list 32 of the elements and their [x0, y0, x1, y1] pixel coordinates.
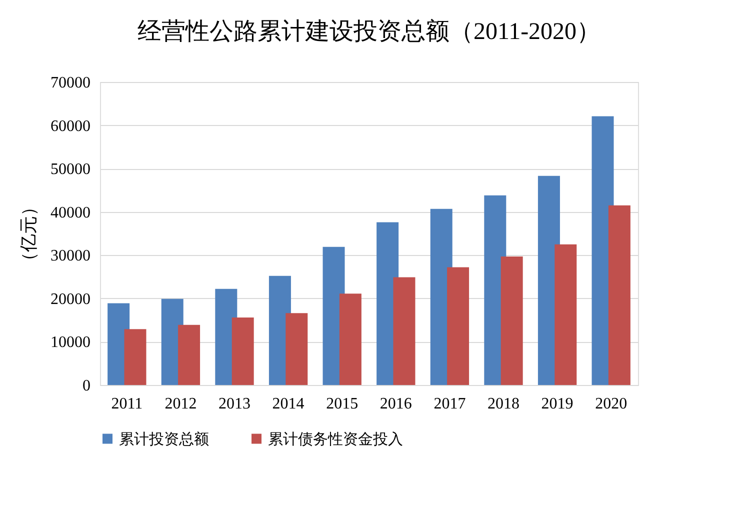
x-tick-label: 2019: [541, 396, 574, 412]
y-tick-label: 0: [82, 378, 90, 394]
bar: [393, 277, 416, 385]
bar: [500, 256, 523, 385]
x-tick-label: 2016: [380, 396, 412, 412]
x-tick-label: 2011: [111, 396, 143, 412]
bar: [608, 205, 630, 385]
bar: [178, 324, 200, 385]
x-tick-label: 2018: [488, 396, 520, 412]
y-tick-label: 40000: [50, 204, 90, 222]
bar: [554, 244, 577, 385]
x-tick-label: 2020: [595, 396, 628, 412]
y-tick-label: 70000: [50, 74, 90, 92]
legend-label: 累计债务性资金投入: [268, 430, 403, 448]
y-tick-label: 50000: [50, 161, 90, 178]
x-tick-label: 2012: [164, 396, 197, 412]
bar: [447, 267, 470, 385]
x-tick-label: 2015: [326, 396, 358, 412]
bar: [339, 294, 362, 385]
x-tick-label: 2017: [434, 396, 466, 412]
legend-label: 累计投资总额: [119, 430, 209, 448]
y-axis-title: （亿元）: [18, 198, 38, 270]
x-tick-label: 2014: [272, 396, 304, 412]
bar: [232, 317, 254, 385]
x-tick-label: 2013: [218, 396, 250, 412]
y-tick-label: 60000: [50, 118, 90, 135]
bar: [286, 313, 308, 385]
y-tick-label: 20000: [50, 290, 90, 308]
bar: [124, 329, 146, 385]
chart-title: 经营性公路累计建设投资总额（2011-2020）: [137, 18, 601, 45]
y-tick-label: 30000: [50, 248, 90, 265]
y-tick-label: 10000: [50, 334, 90, 352]
